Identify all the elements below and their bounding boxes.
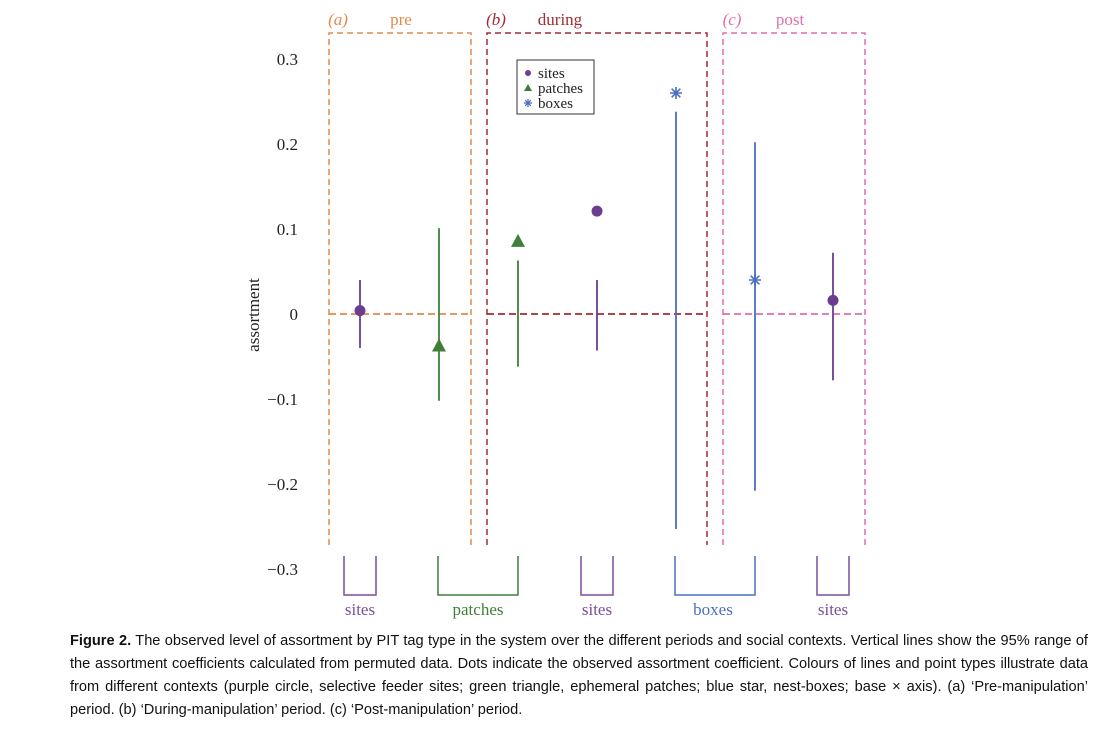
y-tick-label: 0.3	[277, 50, 298, 69]
y-axis: 0.3 0.2 0.1 0 −0.1 −0.2 −0.3	[267, 50, 298, 579]
triangle-marker-during-patches	[511, 233, 525, 247]
observed-markers	[354, 87, 839, 352]
y-tick-label: 0.2	[277, 135, 298, 154]
period-boxes: (a) pre (b) during (c) post	[328, 10, 866, 545]
base-bracket-patches	[437, 556, 519, 596]
period-tag-during: (b)	[486, 10, 506, 29]
y-tick-label: 0	[290, 305, 299, 324]
period-title-during: during	[538, 10, 583, 29]
figure-caption: Figure 2. The observed level of assortme…	[70, 630, 1088, 722]
circle-marker-pre-sites	[354, 305, 366, 317]
period-tag-post: (c)	[723, 10, 742, 29]
base-label-boxes: boxes	[693, 600, 733, 619]
legend-label-boxes: boxes	[538, 96, 573, 112]
period-box-pre	[328, 32, 472, 545]
legend-circle-icon	[525, 70, 531, 76]
y-tick-label: −0.2	[267, 475, 298, 494]
legend-label-patches: patches	[538, 81, 583, 97]
legend-star-icon	[524, 99, 532, 107]
base-label-patches: patches	[453, 600, 504, 619]
base-label-sites: sites	[818, 600, 848, 619]
period-box-during	[486, 32, 708, 545]
star-marker-during-boxes	[670, 87, 682, 99]
period-title-pre: pre	[390, 10, 412, 29]
circle-marker-during-sites	[591, 205, 603, 217]
assortment-chart: (a) pre (b) during (c) post 0.3 0.2 0.1 0 −0.1 −0.…	[244, 10, 866, 619]
star-marker-post-boxes	[749, 274, 761, 286]
base-bracket-boxes	[674, 556, 756, 596]
period-box-post	[722, 32, 866, 545]
circle-marker-post-sites	[827, 294, 839, 306]
context-base-groups: sites patches sites boxes sites	[343, 556, 850, 619]
caption-label: Figure 2.	[70, 633, 132, 649]
y-tick-label: −0.3	[267, 560, 298, 579]
y-tick-label: 0.1	[277, 220, 298, 239]
base-bracket-sites	[580, 556, 614, 596]
y-tick-label: −0.1	[267, 390, 298, 409]
period-tag-pre: (a)	[328, 10, 348, 29]
base-label-sites: sites	[582, 600, 612, 619]
caption-text: The observed level of assortment by PIT …	[70, 633, 1088, 718]
legend-triangle-icon	[524, 84, 532, 91]
y-axis-label: assortment	[244, 278, 263, 352]
legend-label-sites: sites	[538, 66, 565, 82]
base-bracket-sites	[343, 556, 377, 596]
base-bracket-sites	[816, 556, 850, 596]
triangle-marker-pre-patches	[432, 338, 446, 352]
period-title-post: post	[776, 10, 805, 29]
base-label-sites: sites	[345, 600, 375, 619]
error-bars	[359, 111, 834, 530]
